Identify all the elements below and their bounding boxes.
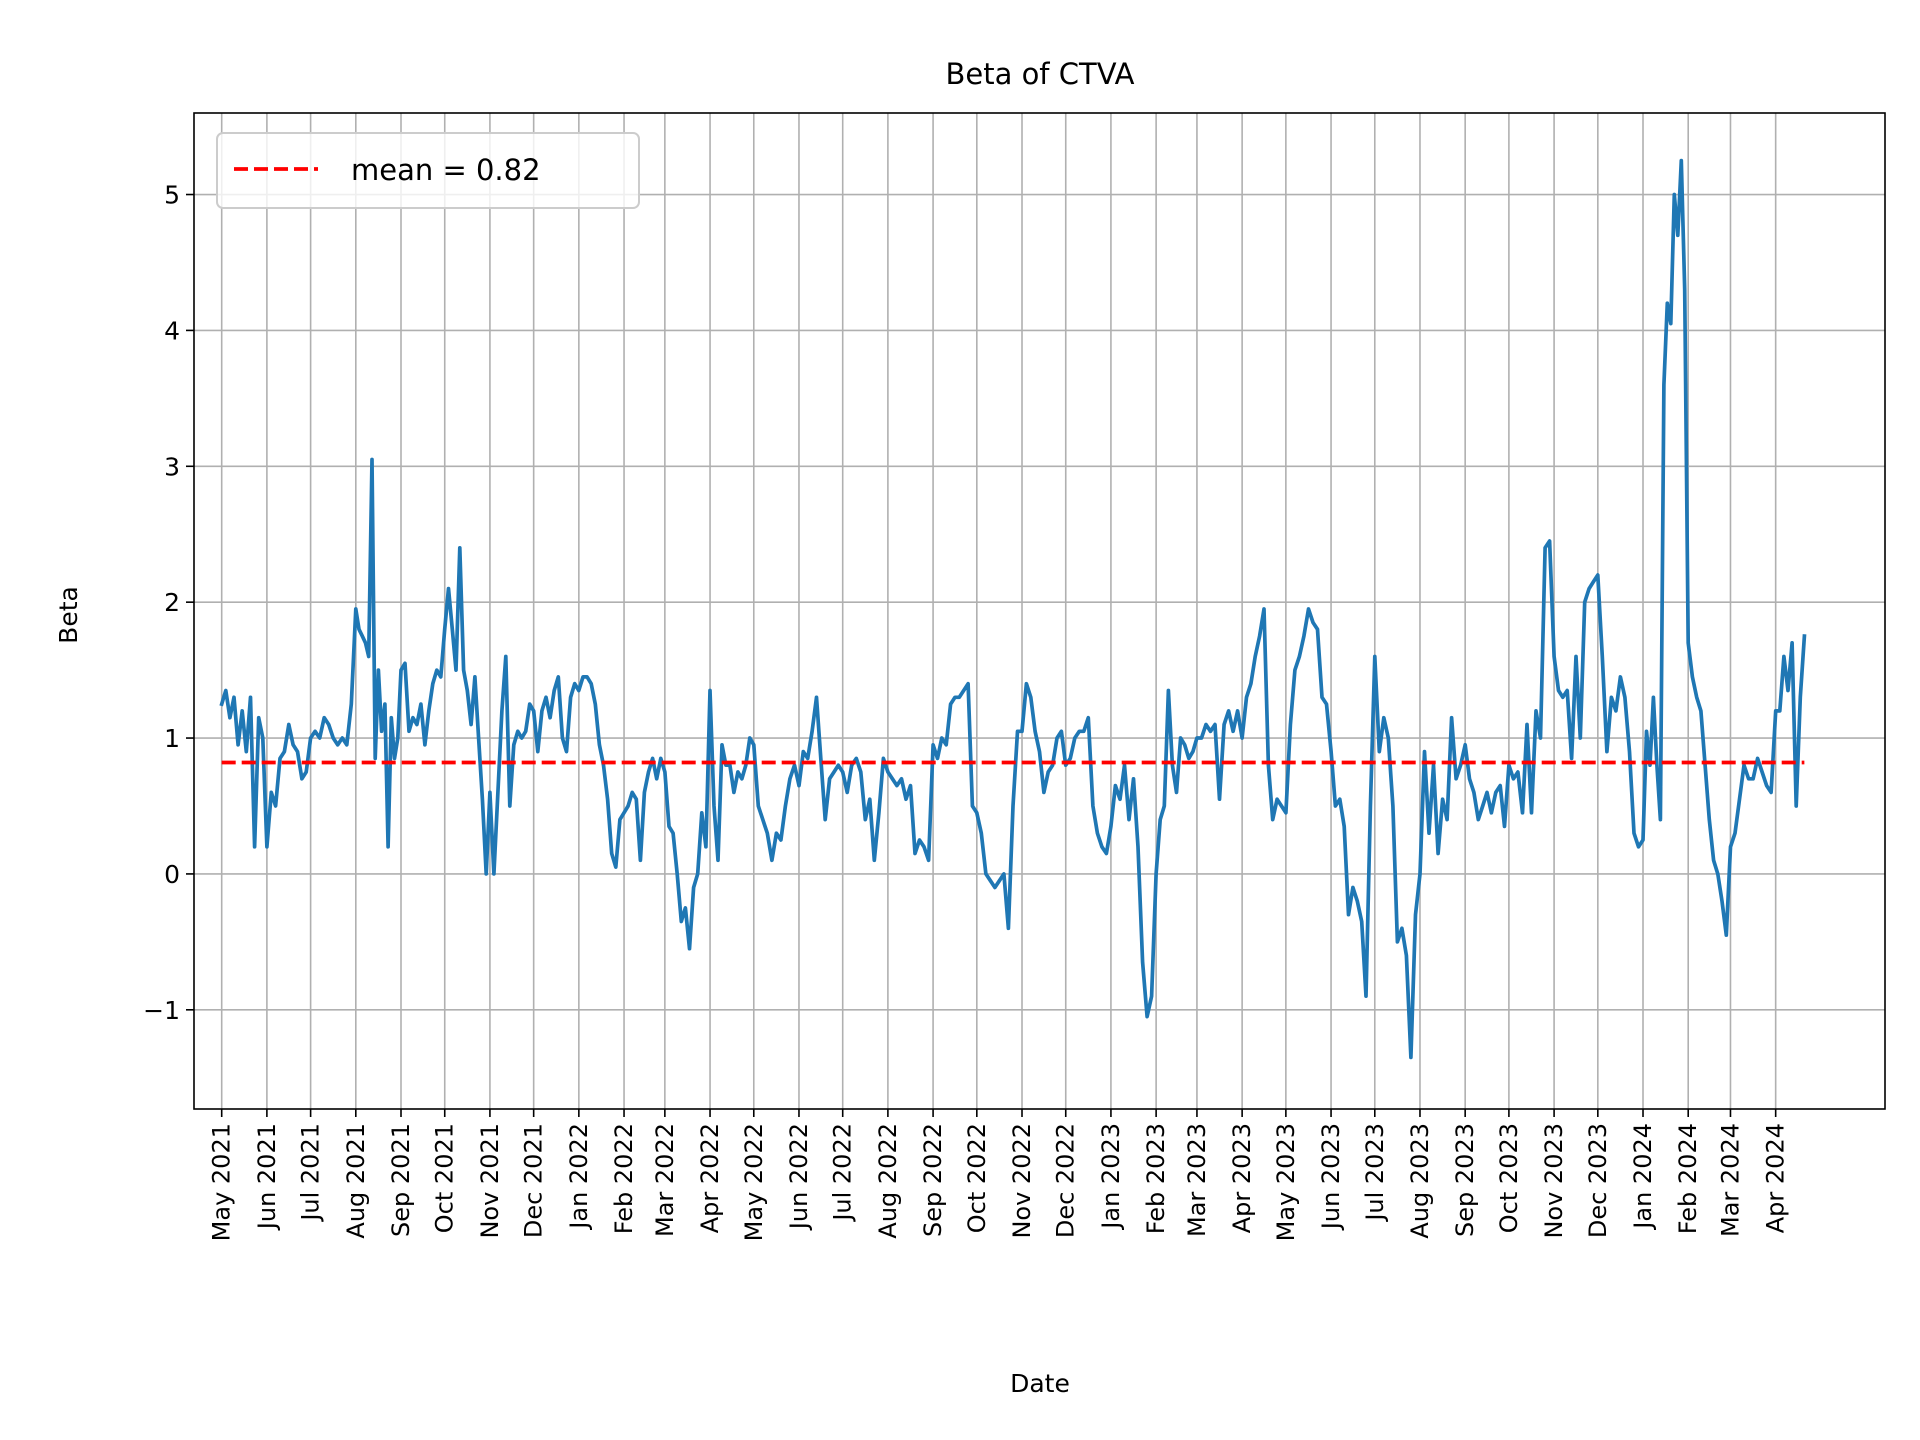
grid-lines bbox=[194, 113, 1885, 1109]
x-tick-label: Jan 2022 bbox=[565, 1123, 593, 1231]
x-tick-label: Dec 2022 bbox=[1052, 1123, 1080, 1238]
x-tick-label: Sep 2022 bbox=[919, 1123, 947, 1237]
x-tick-label: Feb 2023 bbox=[1142, 1123, 1170, 1234]
x-tick-label: Jul 2022 bbox=[829, 1123, 857, 1223]
x-tick-label: Nov 2023 bbox=[1540, 1123, 1568, 1239]
x-tick-label: Apr 2022 bbox=[696, 1123, 724, 1233]
y-tick-label: 3 bbox=[164, 452, 180, 481]
x-tick-label: Nov 2022 bbox=[1008, 1123, 1036, 1239]
x-tick-label: Sep 2021 bbox=[387, 1123, 415, 1237]
y-tick-label: 5 bbox=[164, 181, 180, 210]
x-tick-label: Jul 2023 bbox=[1361, 1123, 1389, 1223]
y-tick-label: 2 bbox=[164, 588, 180, 617]
x-tick-label: Dec 2023 bbox=[1584, 1123, 1612, 1238]
beta-series-line bbox=[219, 158, 1807, 1060]
x-axis-label: Date bbox=[1010, 1369, 1070, 1398]
x-tick-label: Jul 2021 bbox=[297, 1123, 325, 1223]
x-tick-label: Nov 2021 bbox=[476, 1123, 504, 1239]
y-tick-label: 0 bbox=[164, 860, 180, 889]
x-axis: May 2021 Jun 2021 Jul 2021 Aug 2021 Sep 2021… bbox=[208, 1109, 1790, 1241]
x-tick-label: Mar 2023 bbox=[1183, 1123, 1211, 1237]
x-tick-label: Feb 2024 bbox=[1674, 1123, 1702, 1234]
x-tick-label: May 2021 bbox=[208, 1123, 236, 1241]
x-tick-label: Aug 2022 bbox=[874, 1123, 902, 1239]
y-axis: −1 0 1 2 3 4 5 bbox=[143, 181, 194, 1025]
x-tick-label: Oct 2023 bbox=[1495, 1123, 1523, 1233]
x-tick-label: Jun 2021 bbox=[253, 1123, 281, 1231]
plot-frame bbox=[193, 112, 1886, 1110]
x-tick-label: Oct 2021 bbox=[431, 1123, 459, 1233]
x-tick-label: Apr 2023 bbox=[1228, 1123, 1256, 1233]
legend: mean = 0.82 bbox=[216, 132, 640, 209]
y-tick-label: −1 bbox=[143, 996, 180, 1025]
x-tick-label: May 2022 bbox=[740, 1123, 768, 1241]
x-tick-label: Feb 2022 bbox=[610, 1123, 638, 1234]
x-tick-label: Jun 2022 bbox=[785, 1123, 813, 1231]
legend-mean-label: mean = 0.82 bbox=[351, 153, 541, 187]
x-tick-label: Mar 2024 bbox=[1716, 1123, 1744, 1237]
chart-title: Beta of CTVA bbox=[945, 57, 1134, 91]
x-tick-label: Aug 2023 bbox=[1406, 1123, 1434, 1239]
y-tick-label: 1 bbox=[164, 724, 180, 753]
x-tick-label: Jun 2023 bbox=[1317, 1123, 1345, 1231]
y-axis-label: Beta bbox=[54, 586, 83, 644]
x-tick-label: Apr 2024 bbox=[1762, 1123, 1790, 1233]
x-tick-label: Aug 2021 bbox=[342, 1123, 370, 1239]
x-tick-label: May 2023 bbox=[1272, 1123, 1300, 1241]
x-tick-label: Dec 2021 bbox=[520, 1123, 548, 1238]
x-tick-label: Jan 2024 bbox=[1629, 1123, 1657, 1231]
y-tick-label: 4 bbox=[164, 316, 180, 345]
x-tick-label: Sep 2023 bbox=[1451, 1123, 1479, 1237]
x-tick-label: Jan 2023 bbox=[1097, 1123, 1125, 1231]
x-tick-label: Mar 2022 bbox=[651, 1123, 679, 1237]
x-tick-label: Oct 2022 bbox=[963, 1123, 991, 1233]
